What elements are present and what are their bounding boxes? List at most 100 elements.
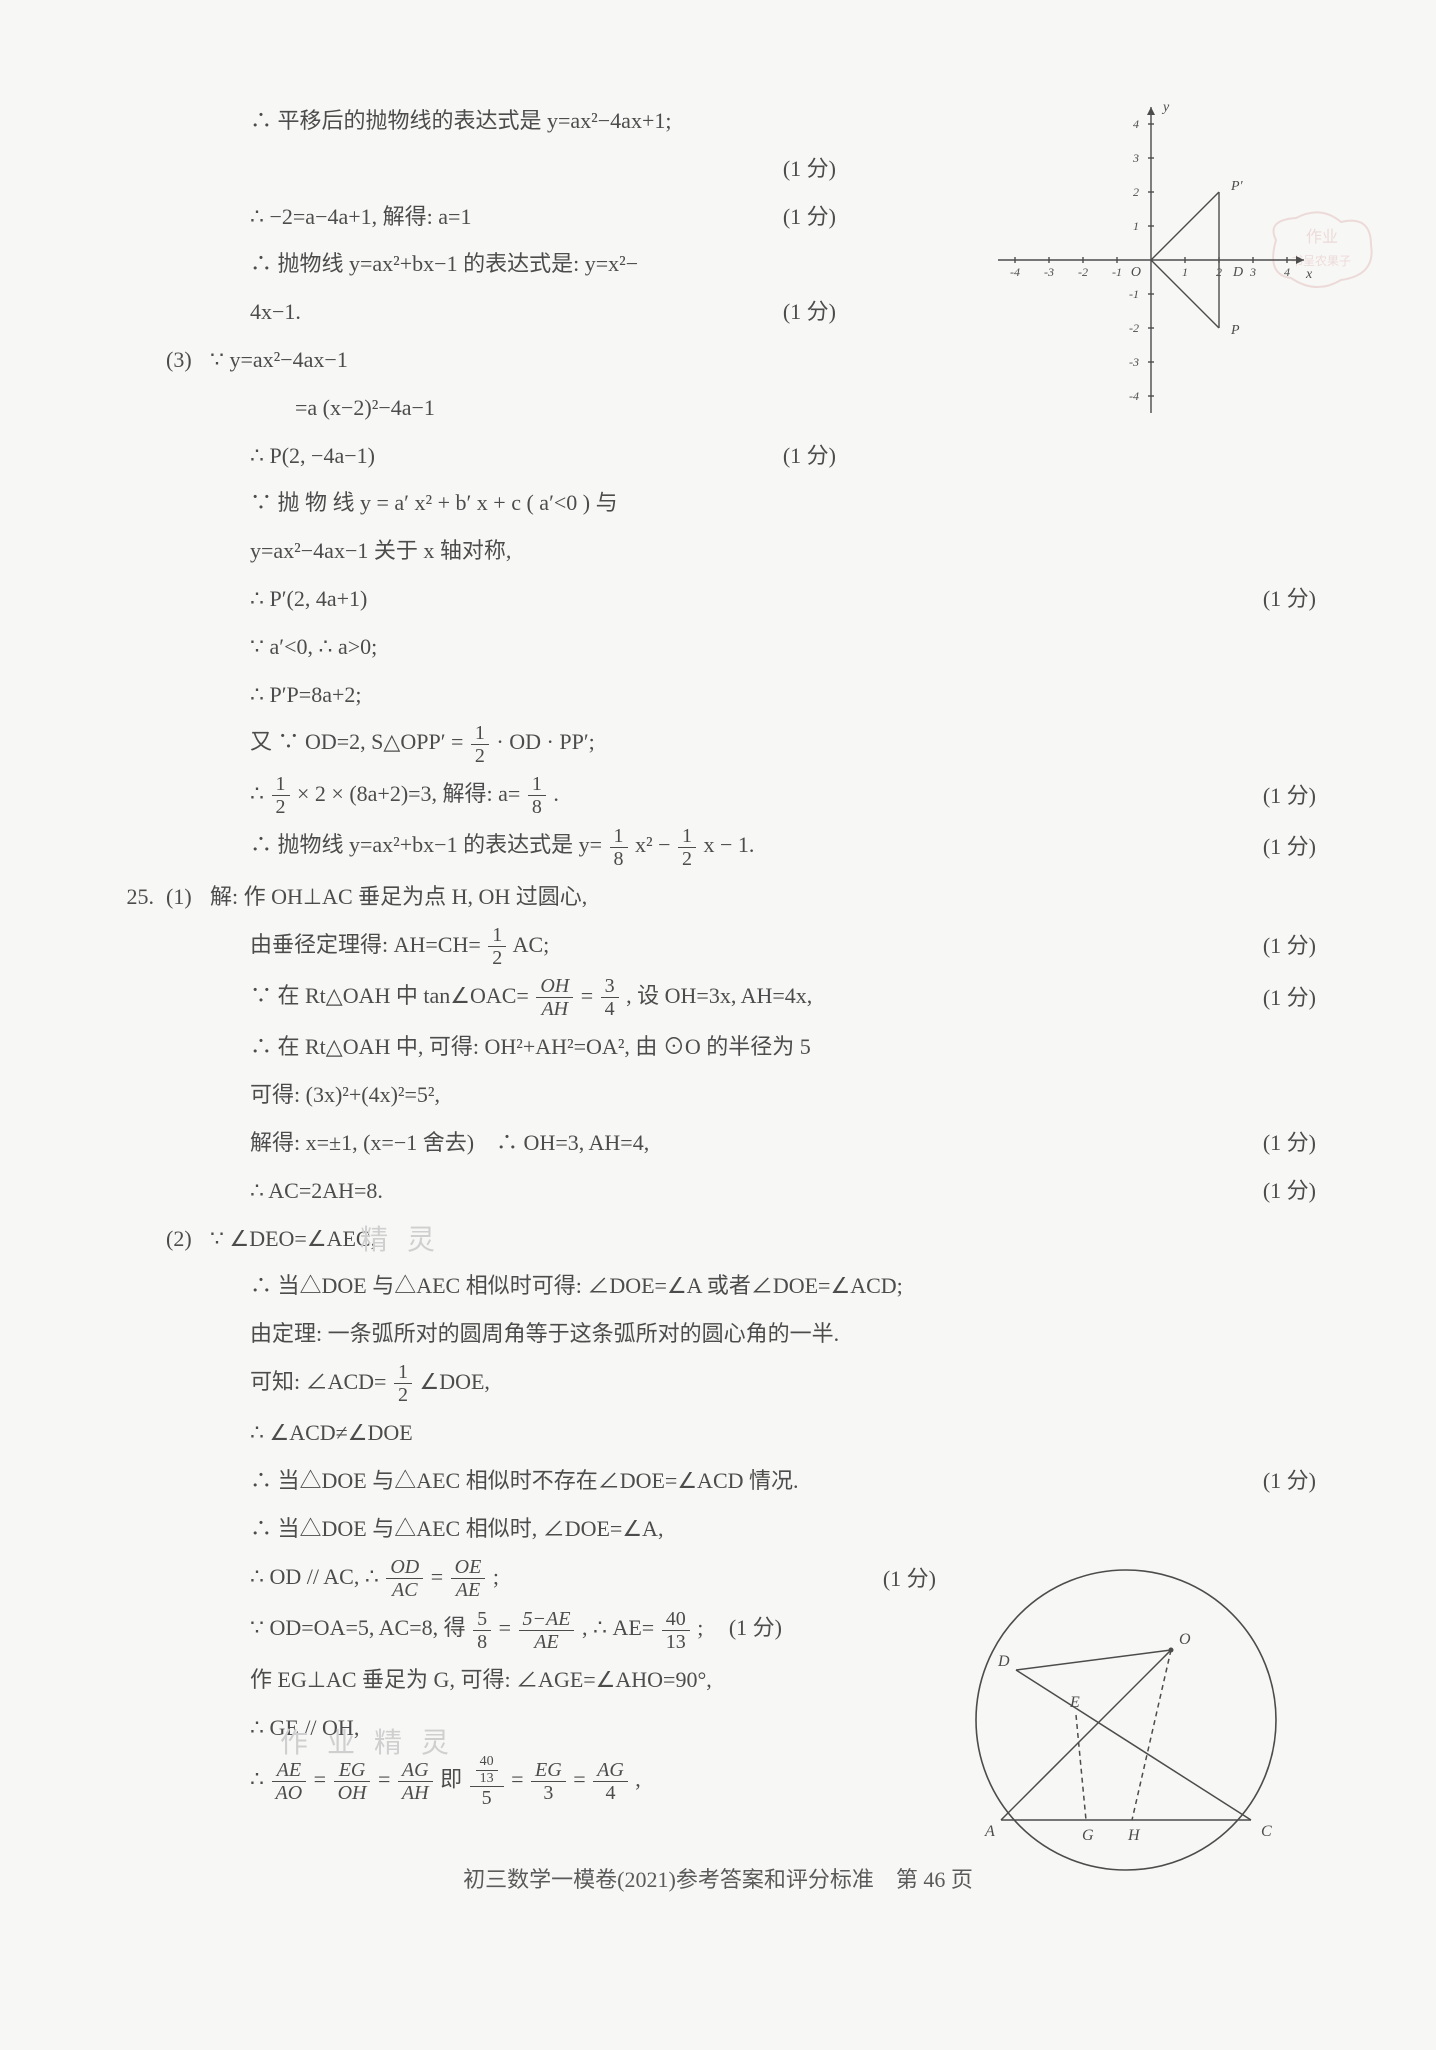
svg-text:-4: -4	[1010, 265, 1020, 279]
text-line: , 设 OH=3x, AH=4x,	[626, 983, 812, 1008]
svg-text:1: 1	[1133, 219, 1139, 233]
watermark: 作 业 精 灵	[280, 1717, 455, 1770]
score-mark: (1 分)	[1223, 1460, 1316, 1502]
text-line: ∴ −2=a−4a+1, 解得: a=1	[250, 196, 743, 238]
fraction: AG 4	[593, 1759, 628, 1804]
text-line: ∴ AC=2AH=8.	[250, 1170, 1223, 1212]
text-line: =	[431, 1564, 449, 1589]
question-number: 25.	[120, 876, 160, 918]
text-line: .	[553, 781, 559, 806]
svg-text:-2: -2	[1129, 321, 1139, 335]
svg-text:4: 4	[1284, 265, 1290, 279]
score-mark: (1 分)	[1223, 826, 1316, 868]
text-line: ∵ y=ax²−4ax−1	[210, 339, 1316, 381]
sub-number: (2)	[160, 1218, 210, 1260]
svg-text:-1: -1	[1112, 265, 1122, 279]
text-line: 即	[440, 1767, 468, 1792]
svg-text:D: D	[1232, 265, 1243, 280]
text-line: ∠DOE,	[419, 1369, 489, 1394]
text-line: ∴ P(2, −4a−1)	[250, 435, 743, 477]
text-line: ;	[493, 1564, 499, 1589]
text-line: ∴	[250, 781, 270, 806]
sub-number: (1)	[160, 876, 210, 918]
fraction: 5 8	[473, 1608, 491, 1653]
text-line: ∴ 当△DOE 与△AEC 相似时不存在∠DOE=∠ACD 情况.	[250, 1460, 1223, 1502]
svg-text:A: A	[984, 1823, 995, 1840]
text-line: 作 EG⊥AC 垂足为 G, 可得: ∠AGE=∠AHO=90°,	[250, 1667, 712, 1692]
text-line: ∵ 抛 物 线 y = a′ x² + b′ x + c ( a′<0 ) 与	[250, 490, 618, 515]
text-line: · OD · PP′;	[496, 729, 594, 754]
text-line: ∴ 当△DOE 与△AEC 相似时可得: ∠DOE=∠A 或者∠DOE=∠ACD…	[250, 1273, 903, 1298]
text-line: =	[581, 983, 599, 1008]
text-line: 又 ∵ OD=2, S△OPP′ =	[250, 729, 469, 754]
svg-text:y: y	[1161, 100, 1170, 115]
text-line: y=ax²−4ax−1 关于 x 轴对称,	[250, 538, 511, 563]
text-line: × 2 × (8a+2)=3, 解得: a=	[297, 781, 526, 806]
fraction: 1 8	[528, 773, 546, 818]
svg-text:P: P	[1230, 323, 1240, 338]
text-line: 由定理: 一条弧所对的圆周角等于这条弧所对的圆心角的一半.	[250, 1321, 839, 1346]
score-mark: (1 分)	[1223, 578, 1316, 620]
fraction: 1 2	[394, 1361, 412, 1406]
text-line: =a (x−2)²−4a−1	[295, 395, 435, 420]
fraction: OH AH	[536, 975, 573, 1020]
text-line: 4x−1.	[250, 291, 743, 333]
svg-text:3: 3	[1132, 151, 1139, 165]
text-line: ∴ P′(2, 4a+1)	[250, 578, 1223, 620]
text-line: =	[511, 1767, 529, 1792]
text-line: =	[378, 1767, 396, 1792]
fraction: 3 4	[601, 975, 619, 1020]
document-page: 作业 书呈农果子 -4-3-2-11234-4-3-2-11234OxyDPP′…	[0, 0, 1436, 2050]
score-mark: (1 分)	[743, 435, 836, 477]
text-line: 可知: ∠ACD=	[250, 1369, 392, 1394]
svg-text:O: O	[1179, 1631, 1191, 1648]
fraction: 1 2	[471, 722, 489, 767]
text-line: ∴ OD // AC, ∴	[250, 1564, 384, 1589]
text-line: =	[314, 1767, 332, 1792]
fraction: 1 2	[678, 825, 696, 870]
text-line: ∴ 抛物线 y=ax²+bx−1 的表达式是: y=x²−	[250, 251, 638, 276]
text-line: ∴ 在 Rt△OAH 中, 可得: OH²+AH²=OA², 由 ⊙O 的半径为…	[250, 1034, 811, 1059]
svg-text:-3: -3	[1044, 265, 1054, 279]
fraction: OE AE	[451, 1556, 486, 1601]
fraction: 1 8	[610, 825, 628, 870]
text-line: ∴	[250, 1767, 270, 1792]
text-line: ∵ 在 Rt△OAH 中 tan∠OAC=	[250, 983, 534, 1008]
fraction: 1 2	[272, 773, 290, 818]
text-line: ∴ P′P=8a+2;	[250, 682, 361, 707]
fraction: EG 3	[531, 1759, 566, 1804]
text-line: 解得: x=±1, (x=−1 舍去) ∴ OH=3, AH=4,	[250, 1122, 1223, 1164]
score-mark: (1 分)	[1223, 775, 1316, 817]
score-mark: (1 分)	[1223, 977, 1316, 1019]
svg-text:3: 3	[1249, 265, 1256, 279]
sub-number: (3)	[160, 339, 210, 381]
svg-text:-2: -2	[1078, 265, 1088, 279]
text-line: ;	[697, 1615, 703, 1640]
watermark: 精 灵	[360, 1214, 441, 1267]
svg-text:4: 4	[1133, 117, 1139, 131]
svg-text:O: O	[1131, 265, 1141, 280]
svg-text:C: C	[1261, 1823, 1272, 1840]
text-line: ∴ ∠ACD≠∠DOE	[250, 1420, 413, 1445]
score-mark: (1 分)	[743, 196, 836, 238]
text-line: 解: 作 OH⊥AC 垂足为点 H, OH 过圆心,	[210, 876, 1316, 918]
fraction: 1 2	[488, 924, 506, 969]
svg-text:-4: -4	[1129, 389, 1139, 403]
score-mark: (1 分)	[709, 1615, 782, 1640]
score-mark: (1 分)	[1223, 1122, 1316, 1164]
text-line: ∴ 抛物线 y=ax²+bx−1 的表达式是 y=	[250, 832, 608, 857]
score-mark: (1 分)	[1223, 1170, 1316, 1212]
svg-text:x: x	[1305, 267, 1313, 282]
svg-text:-1: -1	[1129, 287, 1139, 301]
text-line: x − 1.	[704, 832, 755, 857]
svg-text:H: H	[1127, 1827, 1141, 1844]
fraction: 40 13 5	[470, 1754, 504, 1809]
text-line: AC;	[513, 932, 550, 957]
text-line: =	[499, 1615, 517, 1640]
text-line: ∵ a′<0, ∴ a>0;	[250, 634, 377, 659]
text-line: , ∴ AE=	[582, 1615, 660, 1640]
text-line: ,	[635, 1767, 641, 1792]
svg-text:P′: P′	[1230, 179, 1244, 194]
text-line: ∵ OD=OA=5, AC=8, 得	[250, 1615, 471, 1640]
score-mark: (1 分)	[743, 291, 836, 333]
